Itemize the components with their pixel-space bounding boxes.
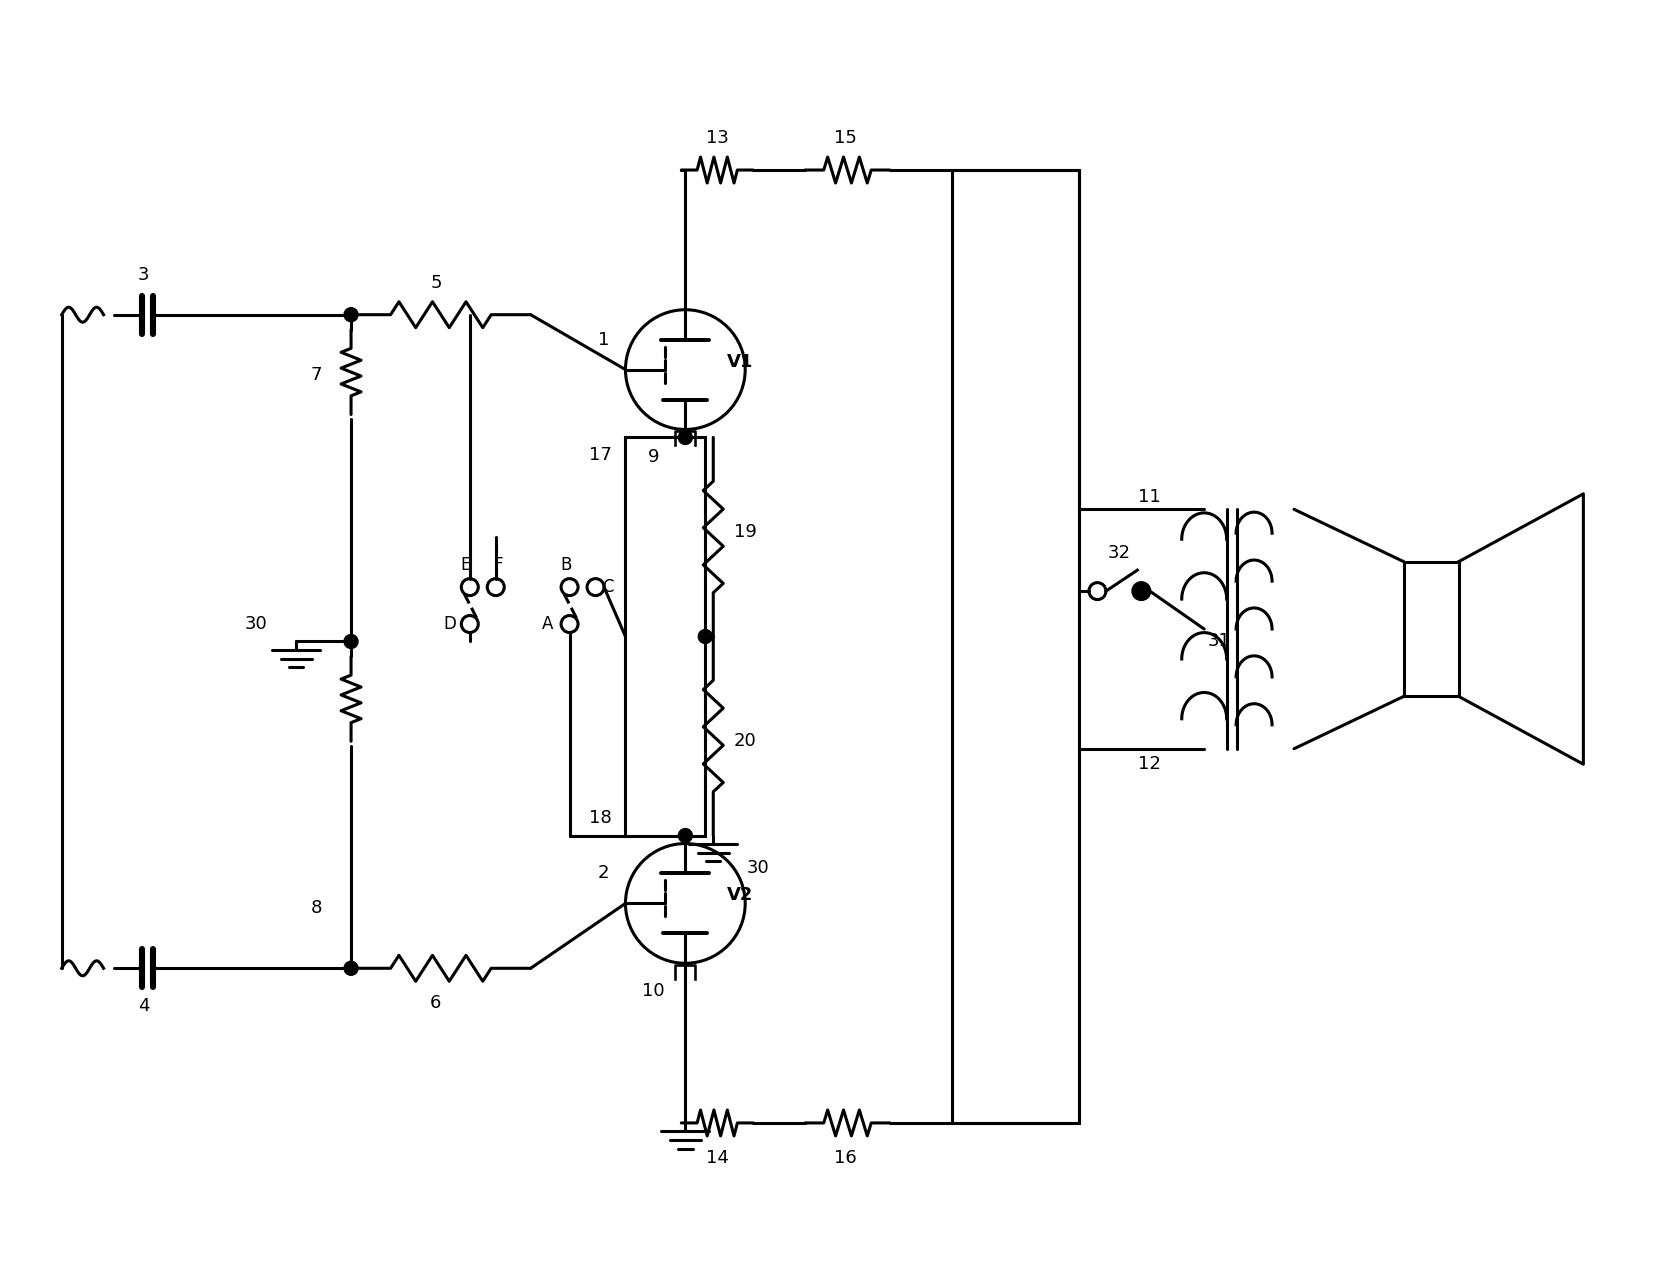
Text: 19: 19 [734, 523, 756, 541]
Text: 8: 8 [311, 899, 321, 917]
Circle shape [678, 829, 693, 843]
Text: 15: 15 [833, 129, 857, 147]
Text: 11: 11 [1138, 489, 1161, 506]
Circle shape [1134, 585, 1148, 599]
Circle shape [678, 431, 693, 444]
Text: A: A [542, 615, 554, 633]
Text: E: E [460, 556, 472, 574]
Circle shape [345, 962, 358, 976]
Text: D: D [443, 615, 457, 633]
Text: 7: 7 [311, 366, 321, 384]
Text: 14: 14 [706, 1149, 729, 1166]
Text: V1: V1 [728, 353, 753, 371]
Text: B: B [560, 556, 570, 574]
Text: 1: 1 [597, 331, 609, 349]
Text: 30: 30 [244, 614, 268, 633]
Text: 30: 30 [746, 858, 770, 876]
Text: 13: 13 [706, 129, 729, 147]
Text: 20: 20 [734, 732, 756, 749]
Text: 18: 18 [589, 808, 612, 826]
Text: F: F [494, 556, 502, 574]
Circle shape [698, 629, 713, 643]
Text: 17: 17 [589, 446, 612, 464]
Bar [1404, 561, 1459, 696]
Text: 16: 16 [833, 1149, 857, 1166]
Circle shape [345, 308, 358, 322]
Text: 2: 2 [597, 865, 609, 883]
Text: 5: 5 [430, 274, 442, 292]
Text: 9: 9 [647, 449, 659, 467]
Bar [626, 437, 706, 835]
Text: 6: 6 [430, 994, 442, 1012]
Text: 12: 12 [1138, 755, 1161, 773]
Text: 3: 3 [137, 266, 149, 284]
Text: 31: 31 [1208, 632, 1231, 650]
Circle shape [345, 634, 358, 648]
Text: C: C [602, 578, 614, 596]
Text: 10: 10 [642, 982, 664, 1000]
Text: 32: 32 [1108, 544, 1131, 563]
Text: V2: V2 [728, 886, 753, 904]
Text: 4: 4 [137, 998, 149, 1016]
